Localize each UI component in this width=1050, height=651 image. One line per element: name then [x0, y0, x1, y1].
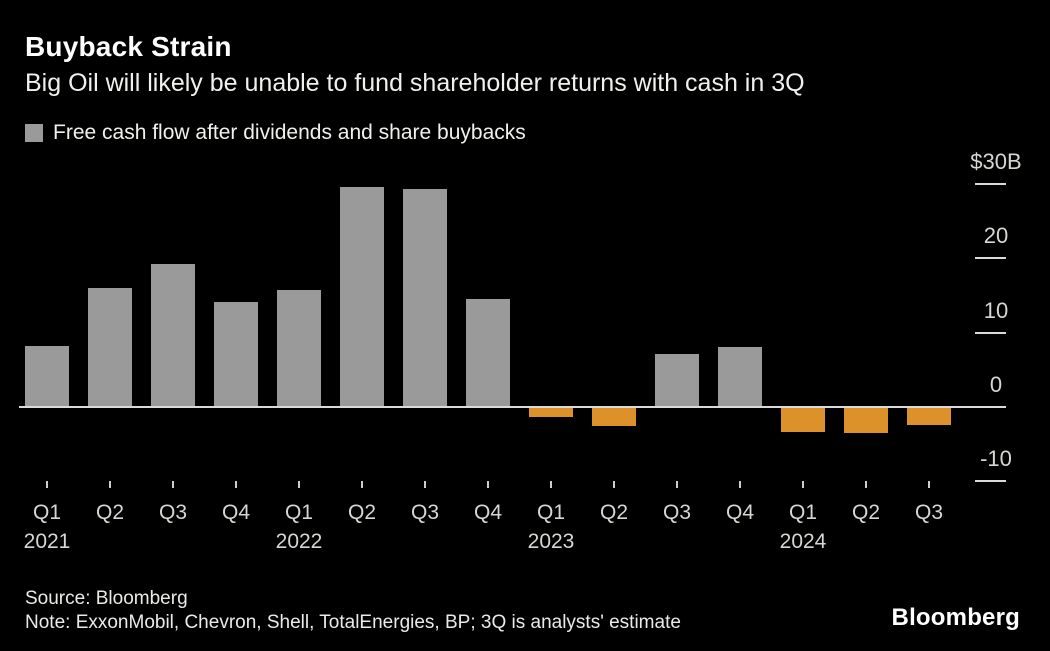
x-axis-label: Q1: [536, 501, 565, 524]
x-axis-tick: [424, 481, 426, 488]
x-axis-label: Q4: [473, 501, 502, 524]
y-axis-tick: [975, 257, 1006, 260]
bar-q4-2021: [214, 302, 258, 407]
x-axis-tick: [46, 481, 48, 488]
bar-q1-2023: [529, 407, 573, 417]
x-axis-tick: [550, 481, 552, 488]
x-axis-year-label: 2024: [779, 530, 827, 553]
x-axis-tick: [361, 481, 363, 488]
bar-q3-2024: [907, 407, 951, 425]
x-axis-label: Q2: [599, 501, 628, 524]
bar-q1-2022: [277, 289, 321, 407]
x-axis-label: Q3: [662, 501, 691, 524]
bar-q2-2021: [88, 288, 132, 407]
x-axis-tick: [172, 481, 174, 488]
x-axis-year-label: 2021: [23, 530, 71, 553]
y-axis-label: -10: [980, 446, 1012, 472]
zero-baseline: [19, 405, 1006, 408]
y-axis-label: 10: [983, 297, 1009, 323]
x-axis-label: Q4: [221, 501, 250, 524]
bar-q4-2023: [718, 346, 762, 407]
x-axis-tick: [613, 481, 615, 488]
y-axis-label: 0: [989, 372, 1003, 397]
x-axis-tick: [928, 481, 930, 488]
x-axis-tick: [739, 481, 741, 488]
x-axis-label: Q1: [788, 501, 817, 524]
source-line: Source: Bloomberg: [25, 588, 188, 609]
x-axis-label: Q3: [410, 501, 439, 524]
y-axis-tick: [975, 331, 1006, 334]
chart-legend: Free cash flow after dividends and share…: [25, 122, 526, 144]
bar-q3-2022: [403, 188, 447, 407]
x-axis-tick: [235, 481, 237, 488]
bar-q1-2021: [25, 346, 69, 407]
x-axis-label: Q1: [32, 501, 61, 524]
x-axis-label: Q2: [95, 501, 124, 524]
bar-q3-2021: [151, 264, 195, 407]
legend-swatch-icon: [25, 124, 43, 142]
bar-q2-2022: [340, 187, 384, 407]
x-axis-label: Q4: [725, 501, 754, 524]
x-axis-label: Q2: [347, 501, 376, 524]
chart-subtitle: Big Oil will likely be unable to fund sh…: [25, 69, 805, 97]
bar-q1-2024: [781, 407, 825, 432]
bar-q2-2023: [592, 407, 636, 427]
bar-q4-2022: [466, 298, 510, 407]
x-axis-tick: [109, 481, 111, 488]
bar-q2-2024: [844, 407, 888, 433]
x-axis-tick: [802, 481, 804, 488]
y-axis-label: 20: [983, 223, 1009, 249]
x-axis-label: Q2: [851, 501, 880, 524]
x-axis-tick: [676, 481, 678, 488]
x-axis-tick: [298, 481, 300, 488]
y-axis-label: $30B: [970, 149, 1022, 175]
bloomberg-logo: Bloomberg: [891, 604, 1020, 631]
x-axis-label: Q3: [158, 501, 187, 524]
y-axis-tick: [975, 480, 1006, 483]
page-title: Buyback Strain: [25, 31, 232, 62]
x-axis-label: Q3: [914, 501, 943, 524]
note-line: Note: ExxonMobil, Chevron, Shell, TotalE…: [25, 612, 681, 633]
x-axis-tick: [487, 481, 489, 488]
x-axis-tick: [865, 481, 867, 488]
x-axis-label: Q1: [284, 501, 313, 524]
x-axis-year-label: 2022: [275, 530, 323, 553]
y-axis-tick: [975, 183, 1006, 186]
legend-label: Free cash flow after dividends and share…: [53, 121, 526, 144]
bar-q3-2023: [655, 354, 699, 407]
x-axis-year-label: 2023: [527, 530, 575, 553]
